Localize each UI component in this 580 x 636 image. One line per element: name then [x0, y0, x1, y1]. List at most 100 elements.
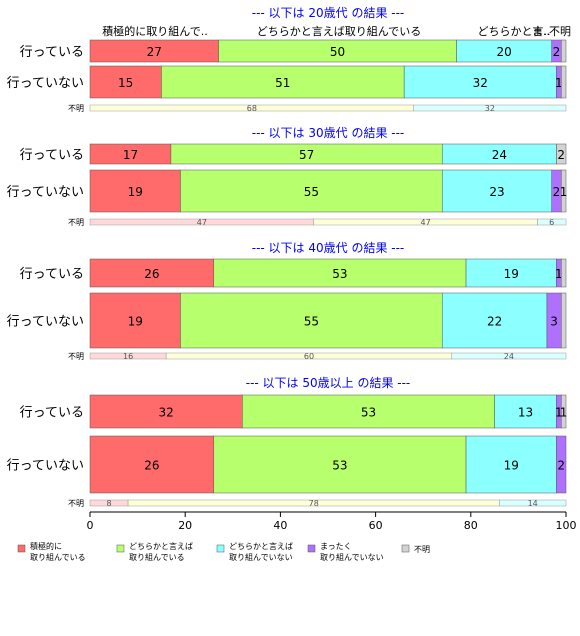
row-label-1-1: 行っていない: [7, 185, 84, 200]
legend-label-1-1: 取り組んでいる: [129, 552, 185, 562]
unknown-data-label-3-0: 8: [106, 499, 111, 508]
bar-segment-3-0-4: [560, 394, 567, 429]
data-label-3-1-1: 53: [332, 459, 347, 473]
unknown-segment-0-2: [413, 104, 567, 112]
unknown-segment-3-2: [499, 499, 567, 507]
legend-label-3-1: 取り組んでいない: [320, 552, 384, 562]
bar-segment-2-0-1: [213, 258, 467, 288]
data-label-3-0-2: 13: [518, 406, 533, 420]
unknown-data-label-0-1: 68: [247, 104, 257, 113]
legend-swatch-4: [401, 544, 410, 553]
panel-title-3: --- 以下は 50歳以上 の結果 ---: [246, 376, 411, 390]
bar-segment-2-1-1: [180, 292, 443, 349]
column-header-0: 積極的に取り組んで..: [102, 24, 207, 38]
x-tick-label-5: 100: [556, 519, 577, 532]
legend-swatch-2: [216, 544, 225, 553]
data-label-2-0-3: 1: [555, 267, 563, 281]
data-label-0-0-0: 27: [147, 45, 162, 59]
row-label-2-0: 行っている: [20, 267, 84, 282]
unknown-label-0: 不明: [68, 104, 84, 113]
data-label-1-0-0: 17: [123, 148, 138, 162]
bar-segment-3-1-2: [465, 435, 557, 494]
data-label-2-0-0: 26: [144, 267, 159, 281]
data-label-1-0-2: 24: [492, 148, 507, 162]
unknown-label-1: 不明: [68, 218, 84, 227]
row-label-0-1: 行っていない: [7, 76, 84, 91]
row-label-3-1: 行っていない: [7, 459, 84, 474]
bar-segment-3-0-2: [494, 394, 557, 429]
data-label-2-0-2: 19: [504, 267, 519, 281]
bar-segment-0-1-4: [560, 65, 567, 99]
legend-label-3-0: まったく: [320, 542, 352, 551]
data-label-2-0-1: 53: [332, 267, 347, 281]
data-label-3-0-0: 32: [159, 406, 174, 420]
unknown-segment-1-2: [537, 218, 567, 226]
x-tick-label-1: 20: [178, 519, 192, 532]
unknown-data-label-2-0: 16: [123, 352, 133, 361]
legend-swatch-1: [116, 544, 125, 553]
bar-segment-3-0-0: [89, 394, 243, 429]
data-label-2-1-3: 3: [550, 315, 558, 329]
data-label-3-1-3: 2: [557, 459, 565, 473]
data-label-1-0-4: 2: [557, 148, 565, 162]
bar-segment-0-1-1: [161, 65, 405, 99]
bar-segment-1-1-4: [560, 169, 567, 213]
bar-segment-2-0-2: [465, 258, 557, 288]
panel-title-1: --- 以下は 30歳代 の結果 ---: [252, 126, 405, 140]
unknown-data-label-2-2: 24: [504, 352, 514, 361]
data-label-2-1-0: 19: [128, 315, 143, 329]
bar-segment-3-0-1: [242, 394, 495, 429]
unknown-label-2: 不明: [68, 352, 84, 361]
legend-label-2-1: 取り組んでいない: [229, 552, 293, 562]
unknown-data-label-3-1: 78: [309, 499, 319, 508]
unknown-data-label-3-2: 14: [528, 499, 538, 508]
data-label-0-0-1: 50: [330, 45, 345, 59]
data-label-1-1-1: 55: [304, 185, 319, 199]
unknown-data-label-2-1: 60: [304, 352, 314, 361]
unknown-segment-2-2: [451, 352, 567, 360]
data-label-2-1-2: 22: [487, 315, 502, 329]
bar-segment-2-0-4: [560, 258, 567, 288]
legend-label-4-0: 不明: [414, 545, 430, 554]
bar-segment-3-1-3: [556, 435, 567, 494]
data-label-0-1-0: 15: [118, 76, 133, 90]
column-header-3: ま..: [532, 25, 550, 38]
bar-segment-1-0-4: [556, 143, 567, 165]
x-tick-label-0: 0: [87, 519, 94, 532]
panel-title-0: --- 以下は 20歳代 の結果 ---: [252, 6, 405, 20]
bar-segment-1-1-2: [441, 169, 552, 213]
data-label-0-0-2: 20: [496, 45, 511, 59]
x-tick-label-2: 40: [273, 519, 287, 532]
data-label-3-1-2: 19: [504, 459, 519, 473]
data-label-0-1-3: 1: [555, 76, 563, 90]
legend-label-0-1: 取り組んでいる: [30, 552, 86, 562]
bar-segment-1-1-1: [180, 169, 443, 213]
row-label-1-0: 行っている: [20, 148, 84, 163]
data-label-1-1-0: 19: [128, 185, 143, 199]
column-header-4: 不明: [549, 25, 571, 38]
unknown-data-label-0-2: 32: [485, 104, 495, 113]
data-label-3-1-0: 26: [144, 459, 159, 473]
unknown-data-label-1-0: 47: [197, 218, 207, 227]
bar-segment-0-0-4: [560, 39, 567, 63]
unknown-label-3: 不明: [68, 499, 84, 508]
bar-segment-2-0-0: [89, 258, 215, 288]
data-label-0-1-2: 32: [473, 76, 488, 90]
bar-segment-2-1-0: [89, 292, 181, 349]
data-label-3-0-4: 1: [560, 406, 568, 420]
x-tick-label-4: 80: [464, 519, 478, 532]
data-label-0-0-3: 2: [553, 45, 561, 59]
data-label-2-1-1: 55: [304, 315, 319, 329]
legend-label-1-0: どちらかと言えば: [129, 541, 193, 551]
bar-segment-2-1-2: [441, 292, 548, 349]
legend-label-0-0: 積極的に: [30, 541, 62, 551]
bar-segment-0-1-0: [89, 65, 162, 99]
data-label-3-0-1: 53: [361, 406, 376, 420]
legend-swatch-0: [17, 544, 26, 553]
data-label-1-1-2: 23: [489, 185, 504, 199]
row-label-2-1: 行っていない: [7, 315, 84, 330]
data-label-1-1-4: 1: [560, 185, 568, 199]
data-label-1-0-1: 57: [299, 148, 314, 162]
data-label-1-1-3: 2: [553, 185, 561, 199]
